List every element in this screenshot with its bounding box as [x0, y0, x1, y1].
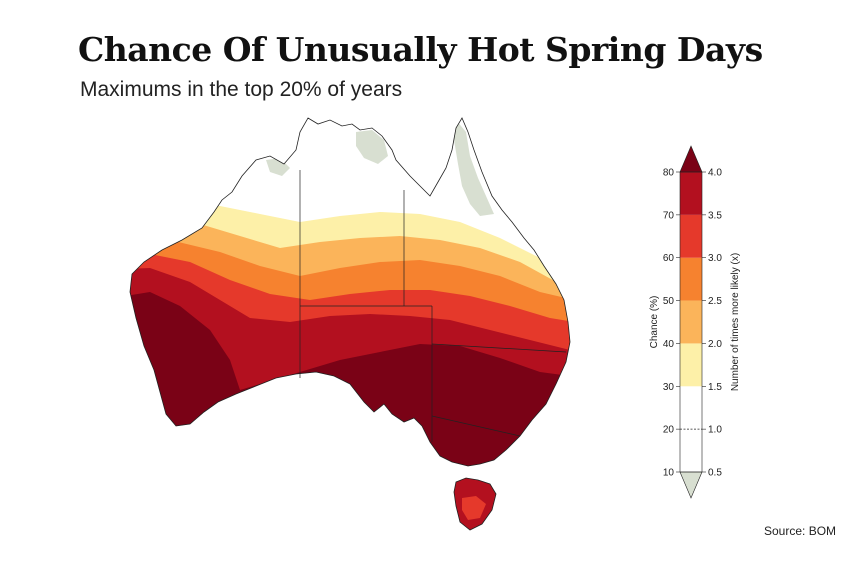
- legend-chance-tick-0: 10: [663, 468, 675, 479]
- legend-over-triangle: [679, 145, 703, 173]
- legend-outline: [679, 171, 703, 473]
- legend-ratio-tick-2: 1.5: [708, 382, 722, 393]
- legend-chance-tick-6: 70: [663, 210, 675, 221]
- map-subtitle: Maximums in the top 20% of years: [80, 78, 403, 101]
- legend-band-1: [680, 386, 702, 430]
- legend-band-6: [680, 172, 702, 215]
- legend-band-5: [680, 214, 702, 258]
- legend-band-2: [680, 343, 702, 387]
- legend-chance-tick-7: 80: [663, 168, 675, 179]
- legend-ratio-tick-0: 0.5: [708, 468, 722, 479]
- legend-band-4: [680, 257, 702, 301]
- legend-chance-tick-3: 40: [663, 339, 675, 350]
- legend-ratio-tick-1: 1.0: [708, 425, 722, 436]
- legend-chance-tick-1: 20: [663, 425, 675, 436]
- coastline: [129, 117, 571, 467]
- legend-under-triangle: [679, 471, 703, 499]
- legend-band-0: [680, 429, 702, 472]
- legend-chance-tick-2: 30: [663, 382, 675, 393]
- tasmania-zone: [462, 496, 486, 520]
- source-note: Source: BOM: [764, 524, 837, 538]
- legend-ratio-tick-7: 4.0: [708, 168, 722, 179]
- legend-ratio-tick-5: 3.0: [708, 253, 722, 264]
- legend-band-3: [680, 300, 702, 344]
- state-borders: [299, 170, 567, 442]
- legend-ratio-tick-3: 2.0: [708, 339, 722, 350]
- legend-chance-tick-4: 50: [663, 296, 675, 307]
- legend-ratio-tick-6: 3.5: [708, 210, 722, 221]
- map-title: Chance Of Unusually Hot Spring Days: [78, 30, 763, 69]
- legend-ratio-tick-4: 2.5: [708, 296, 722, 307]
- legend-left-axis-label: Chance (%): [649, 296, 660, 349]
- legend-right-axis-label: Number of times more likely (x): [730, 253, 741, 391]
- legend-chance-tick-5: 60: [663, 253, 675, 264]
